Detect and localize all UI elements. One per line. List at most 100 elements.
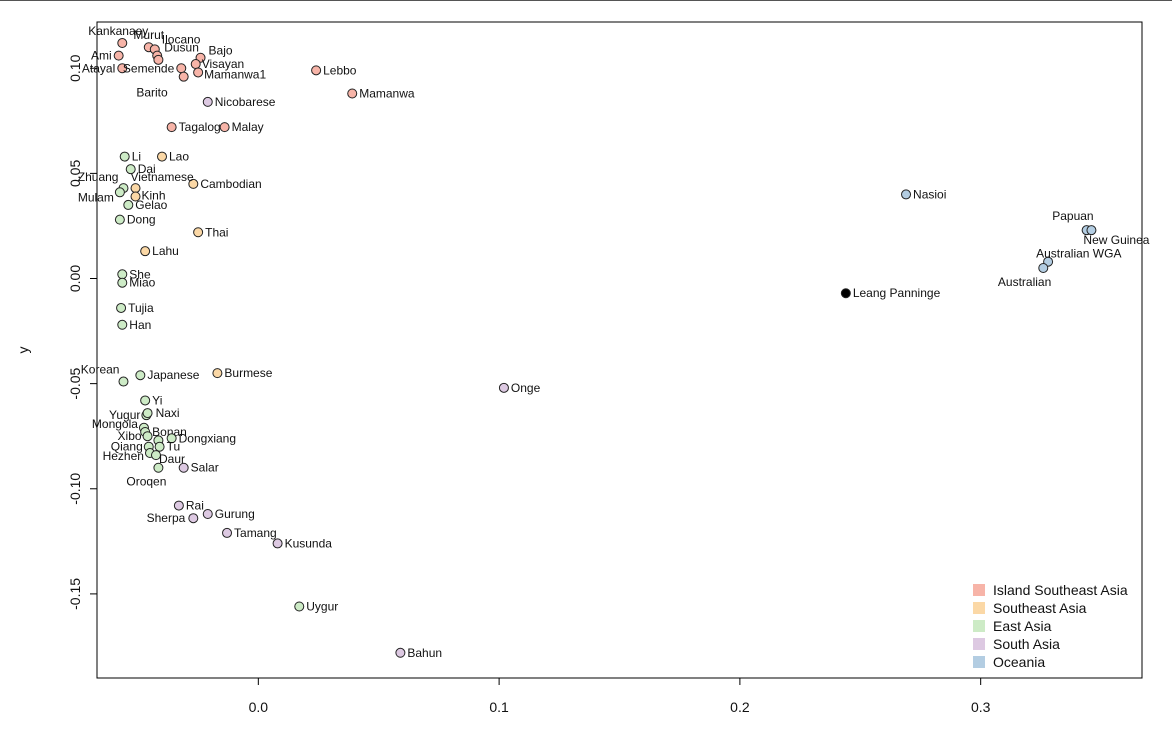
- point-label-visayan: Visayan: [202, 57, 244, 71]
- point-label-japanese: Japanese: [147, 368, 199, 382]
- point-ami: [113, 50, 124, 61]
- y-tick-label: -0.05: [67, 367, 83, 399]
- point-label-mamanwa1: Mamanwa1: [204, 67, 266, 81]
- point-label-uygur: Uygur: [306, 600, 338, 614]
- point-kankanaey: [117, 38, 128, 49]
- point-tamang: [222, 527, 233, 538]
- point-gelao: [123, 199, 134, 210]
- point-label-semende: Semende: [123, 61, 175, 75]
- point-label-mongola: Mongola: [92, 417, 138, 431]
- point-dongxiang: [166, 433, 177, 444]
- point-label-yi: Yi: [152, 393, 162, 407]
- point-xibo: [142, 431, 153, 442]
- point-label-lahu: Lahu: [152, 244, 179, 258]
- legend-swatch: [973, 602, 985, 614]
- point-dong: [114, 214, 125, 225]
- legend-swatch: [973, 584, 985, 596]
- y-axis: -0.15 -0.10 -0.05 0.00 0.05 0.10: [67, 54, 97, 610]
- point-label-atayal: Atayal: [82, 61, 115, 75]
- point-label-papuan: Papuan: [1052, 209, 1093, 223]
- point-label-burmese: Burmese: [224, 366, 272, 380]
- point-label-gurung: Gurung: [215, 507, 255, 521]
- point-gurung: [202, 509, 213, 519]
- legend-swatch: [973, 638, 985, 650]
- point-tagalog: [166, 122, 177, 133]
- legend-swatch: [973, 656, 985, 668]
- point-yi: [140, 395, 151, 406]
- point-daur: [150, 450, 161, 461]
- point-label-yugur: Yugur: [109, 408, 140, 422]
- point-label-zhuang: Zhuang: [78, 170, 119, 184]
- legend-swatch: [973, 620, 985, 632]
- point-label-dong: Dong: [127, 213, 156, 227]
- point-label-ilocano: Ilocano: [162, 32, 201, 46]
- point-han: [117, 319, 128, 330]
- point-australian: [1038, 263, 1049, 273]
- point-label-tu: Tu: [167, 440, 181, 454]
- point-new-guinea: [1086, 225, 1097, 236]
- point-lahu: [140, 246, 151, 257]
- point-label-gelao: Gelao: [135, 198, 167, 212]
- point-label-korean: Korean: [81, 363, 120, 377]
- point-salar: [178, 462, 189, 473]
- point-sherpa: [188, 513, 199, 524]
- point-kusunda: [272, 538, 283, 549]
- point-label-mulam: Mulam: [78, 190, 114, 204]
- y-tick-label: 0.10: [67, 54, 83, 81]
- point-label-sherpa: Sherpa: [147, 511, 186, 525]
- point-label-barito: Barito: [136, 86, 168, 100]
- point-onge: [498, 382, 509, 393]
- point-label-hezhen: Hezhen: [103, 449, 144, 463]
- point-thai: [193, 227, 204, 238]
- point-malay: [219, 122, 230, 133]
- point-li: [119, 151, 130, 162]
- point-label-malay: Malay: [232, 120, 264, 134]
- point-unlabeled: [153, 54, 164, 65]
- point-label-onge: Onge: [511, 381, 541, 395]
- point-label-dongxiang: Dongxiang: [179, 431, 236, 445]
- point-label-australian: Australian: [998, 275, 1051, 289]
- point-korean: [118, 376, 129, 387]
- point-label-salar: Salar: [191, 461, 219, 475]
- point-label-kankanaey: Kankanaey: [88, 24, 148, 38]
- x-tick-label: 0.2: [730, 699, 750, 715]
- point-nicobarese: [202, 96, 213, 107]
- point-japanese: [135, 370, 146, 381]
- point-label-oroqen: Oroqen: [126, 475, 166, 489]
- point-label-she: She: [129, 267, 151, 281]
- point-atayal: [117, 63, 128, 74]
- point-nasioi: [901, 189, 912, 200]
- point-label-kinh: Kinh: [142, 189, 166, 203]
- point-label-tujia: Tujia: [128, 301, 154, 315]
- point-label-leang-panninge: Leang Panninge: [853, 286, 941, 300]
- point-label-dusun: Dusun: [164, 41, 199, 55]
- y-tick-label: 0.00: [67, 265, 83, 292]
- point-label-nasioi: Nasioi: [913, 187, 946, 201]
- point-semende: [176, 63, 187, 74]
- y-tick-label: -0.15: [67, 578, 83, 610]
- y-axis-label: y: [15, 347, 31, 354]
- point-label-dai: Dai: [138, 162, 156, 176]
- point-uygur: [294, 601, 305, 612]
- point-tujia: [116, 302, 127, 313]
- point-label-han: Han: [129, 318, 151, 332]
- point-label-tagalog: Tagalog: [179, 120, 221, 134]
- point-label-daur: Daur: [159, 452, 185, 466]
- point-cambodian: [188, 178, 199, 189]
- point-kinh: [130, 191, 141, 202]
- legend-label: Oceania: [993, 654, 1045, 670]
- point-label-thai: Thai: [205, 225, 228, 239]
- point-rai: [173, 500, 184, 511]
- legend-label: Southeast Asia: [993, 600, 1087, 616]
- point-label-mamanwa: Mamanwa: [359, 86, 415, 100]
- point-miao: [117, 277, 128, 288]
- point-visayan: [190, 59, 201, 70]
- legend-label: Island Southeast Asia: [993, 582, 1128, 598]
- point-tu: [154, 441, 165, 452]
- point-vietnamese: [130, 183, 141, 194]
- x-tick-label: 0.1: [489, 699, 509, 715]
- point-label-naxi: Naxi: [156, 406, 180, 420]
- point-she: [117, 269, 128, 280]
